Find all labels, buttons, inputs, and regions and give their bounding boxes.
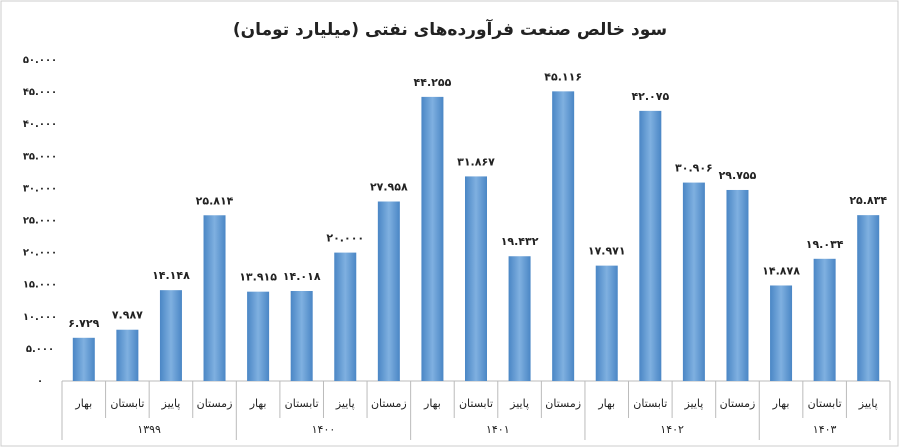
group-label: ۱۴۰۰ [312,423,336,436]
bar [813,258,836,381]
value-label: ۷.۹۸۷ [112,309,143,322]
bar [552,91,575,381]
chart-title: سود خالص صنعت فرآورده‌های نفتی (میلیارد … [233,18,667,40]
value-label: ۶.۷۲۹ [68,317,99,330]
bar [682,182,705,381]
bar [116,329,139,381]
bar [508,256,531,381]
value-label: ۲۵.۸۱۴ [196,194,234,207]
x-tick-label: زمستان [197,397,233,410]
y-tick-label: ۵۰.۰۰۰ [23,55,57,66]
y-tick-label: ۵.۰۰۰ [26,344,54,355]
x-tick-label: زمستان [371,397,407,410]
bar [465,176,487,381]
bar [334,252,357,381]
bar [770,285,793,381]
y-tick-label: ۲۰.۰۰۰ [23,248,57,259]
value-label: ۳۱.۸۶۷ [457,155,495,168]
value-label: ۱۴.۱۴۸ [152,269,190,282]
y-tick-label: ۰ [37,376,43,387]
x-tick-label: تابستان [285,397,319,410]
bar [639,110,662,381]
x-tick-label: بهار [772,397,790,410]
bar [203,215,226,381]
y-tick-label: ۱۰.۰۰۰ [23,312,57,323]
x-tick-label: بهار [249,397,267,410]
value-label: ۱۴.۸۷۸ [762,264,800,277]
value-label: ۴۵.۱۱۶ [544,70,582,83]
y-tick-label: ۳۵.۰۰۰ [23,151,57,162]
x-tick-label: بهار [597,397,615,410]
value-label: ۱۷.۹۷۱ [588,245,626,258]
value-label: ۴۴.۲۵۵ [414,76,452,89]
y-tick-label: ۴۰.۰۰۰ [23,119,57,130]
value-label: ۳۰.۹۰۶ [675,162,713,175]
value-label: ۱۳.۹۱۵ [239,271,277,284]
value-label: ۲۵.۸۳۴ [849,194,887,207]
x-tick-label: تابستان [808,397,842,410]
x-tick-label: تابستان [459,397,493,410]
group-label: ۱۳۹۹ [137,423,161,436]
value-label: ۲۷.۹۵۸ [370,181,408,194]
bar [290,291,313,381]
bar [726,189,749,381]
bar [595,265,618,381]
x-tick-label: تابستان [633,397,667,410]
bar [159,290,182,381]
group-label: ۱۴۰۳ [813,423,837,436]
y-tick-label: ۱۵.۰۰۰ [23,280,57,291]
x-tick-label: بهار [423,397,441,410]
value-label: ۱۹.۴۳۲ [501,235,539,248]
x-tick-label: بهار [74,397,92,410]
value-label: ۱۹.۰۳۴ [806,238,844,251]
value-label: ۲۰.۰۰۰ [326,232,364,245]
group-label: ۱۴۰۲ [660,423,684,436]
y-tick-label: ۳۰.۰۰۰ [23,183,57,194]
value-label: ۱۴.۰۱۸ [283,270,321,283]
value-label: ۴۲.۰۷۵ [631,90,669,103]
x-tick-label: پاییز [858,397,878,410]
y-tick-label: ۲۵.۰۰۰ [23,216,57,227]
bar [857,215,880,381]
x-tick-label: زمستان [545,397,581,410]
group-label: ۱۴۰۱ [486,423,510,436]
bar [421,96,444,381]
x-tick-label: پاییز [683,397,703,410]
bar [377,201,400,381]
x-tick-label: تابستان [110,397,144,410]
bar [72,337,95,381]
value-label: ۲۹.۷۵۵ [719,169,757,182]
x-tick-label: پاییز [509,397,529,410]
x-tick-label: زمستان [720,397,756,410]
bar [247,291,270,381]
x-tick-label: پاییز [335,397,355,410]
x-tick-label: پاییز [161,397,181,410]
y-tick-label: ۴۵.۰۰۰ [23,87,57,98]
